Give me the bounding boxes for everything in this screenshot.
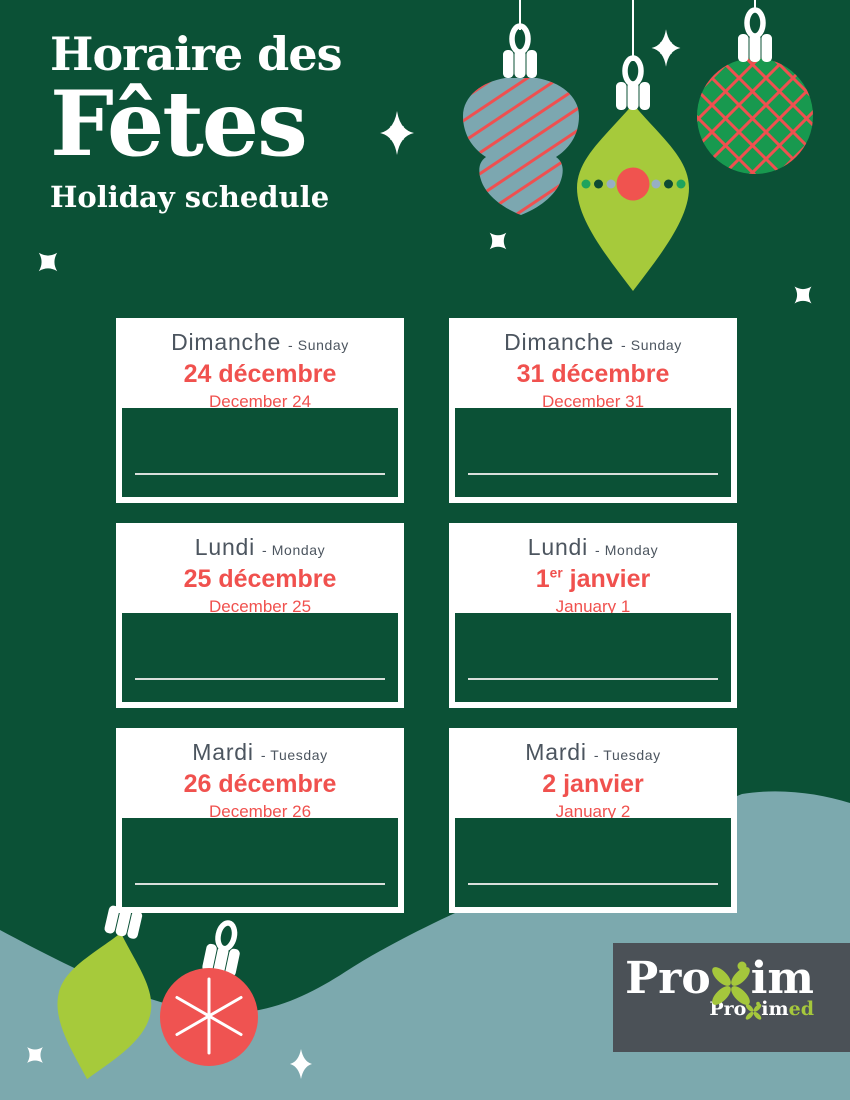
day-row: Lundi - Monday — [195, 534, 325, 561]
proxim-logo-box: Pro im Pro im ed — [613, 943, 850, 1052]
schedule-card-dec24: Dimanche - Sunday 24 décembre December 2… — [116, 318, 404, 503]
card-header: Dimanche - Sunday 31 décembre December 3… — [449, 318, 737, 411]
title-line-1: Horaire des — [50, 27, 343, 81]
day-name-fr: Mardi — [525, 739, 587, 765]
poster-title: Horaire des Fêtes Holiday schedule — [50, 27, 343, 215]
write-line — [468, 883, 718, 885]
date-en: December 31 — [541, 392, 645, 411]
date-fr: 26 décembre — [184, 770, 337, 799]
hours-panel — [455, 408, 731, 497]
day-name-en: - Sunday — [288, 337, 349, 353]
card-header: Lundi - Monday 25 décembre December 25 — [116, 523, 404, 616]
schedule-card-dec25: Lundi - Monday 25 décembre December 25 — [116, 523, 404, 708]
hours-panel — [122, 408, 398, 497]
sparkle-8pt-icon — [651, 29, 681, 67]
date-fr-main: 24 décembre — [183, 360, 337, 388]
sparkle-x-icon — [29, 243, 67, 281]
bauble-ball-red-snowflake-icon — [160, 920, 258, 1066]
snowflake-icon — [175, 977, 243, 1055]
day-name-fr: Dimanche — [171, 329, 282, 355]
title-subtitle: Holiday schedule — [50, 180, 330, 215]
day-row: Lundi - Monday — [528, 534, 658, 561]
petal-x-icon — [746, 1001, 762, 1020]
hours-panel — [122, 613, 398, 702]
card-header: Mardi - Tuesday 2 janvier January 2 — [449, 728, 737, 821]
write-line — [135, 883, 385, 885]
date-en: January 1 — [555, 597, 631, 616]
day-row: Dimanche - Sunday — [171, 329, 349, 356]
schedule-cards-grid: Dimanche - Sunday 24 décembre December 2… — [116, 318, 737, 913]
day-name-en: - Tuesday — [260, 747, 328, 763]
bauble-onion-striped-icon — [463, 0, 579, 215]
date-fr: 24 décembre — [184, 360, 337, 389]
day-name-fr: Dimanche — [504, 329, 615, 355]
day-name-fr: Mardi — [192, 739, 254, 765]
write-line — [135, 678, 385, 680]
date-fr: 31 décembre — [517, 360, 670, 389]
day-name-en: - Monday — [262, 542, 326, 558]
day-name-fr: Lundi — [527, 534, 589, 560]
bauble-drop-green-icon — [577, 58, 689, 291]
date-fr-main: 25 décembre — [183, 565, 337, 593]
title-line-2: Fêtes — [50, 71, 308, 178]
date-fr-main: 2 janvier — [542, 770, 644, 798]
date-fr: 25 décembre — [184, 565, 337, 594]
date-fr-main: 26 décembre — [183, 770, 337, 798]
card-header: Lundi - Monday 1er janvier January 1 — [449, 523, 737, 616]
sparkle-4pt-icon — [290, 1049, 312, 1079]
date-fr-rest: janvier — [562, 565, 651, 593]
logo-text-pro: Pro — [625, 953, 711, 1004]
write-line — [468, 473, 718, 475]
date-en: December 25 — [208, 597, 312, 616]
petal-x-icon — [711, 961, 750, 1005]
logo-sub-ed: ed — [788, 997, 814, 1020]
day-name-en: - Monday — [595, 542, 659, 558]
date-fr: 1er janvier — [536, 565, 650, 594]
schedule-card-dec26: Mardi - Tuesday 26 décembre December 26 — [116, 728, 404, 913]
schedule-card-jan2: Mardi - Tuesday 2 janvier January 2 — [449, 728, 737, 913]
ornament-strings — [519, 0, 756, 61]
write-line — [468, 678, 718, 680]
date-fr: 2 janvier — [542, 770, 643, 799]
date-fr-main: 31 décembre — [516, 360, 670, 388]
logo-sub-im: im — [761, 997, 789, 1020]
sparkle-x-icon — [481, 224, 515, 258]
day-name-en: - Sunday — [621, 337, 682, 353]
date-en: December 26 — [208, 802, 312, 821]
date-en: December 24 — [208, 392, 312, 411]
day-name-fr: Lundi — [194, 534, 256, 560]
hours-panel — [455, 818, 731, 907]
proxim-logo: Pro im — [613, 953, 850, 1005]
logo-text-im: im — [750, 953, 814, 1004]
date-fr-sup: er — [549, 565, 563, 581]
write-line — [135, 473, 385, 475]
hours-panel — [455, 613, 731, 702]
card-header: Dimanche - Sunday 24 décembre December 2… — [116, 318, 404, 411]
day-name-en: - Tuesday — [593, 747, 661, 763]
card-header: Mardi - Tuesday 26 décembre December 26 — [116, 728, 404, 821]
day-row: Mardi - Tuesday — [525, 739, 660, 766]
sparkle-x-icon — [786, 278, 820, 312]
day-row: Dimanche - Sunday — [504, 329, 682, 356]
day-row: Mardi - Tuesday — [192, 739, 327, 766]
date-en: January 2 — [555, 802, 631, 821]
sparkle-8pt-icon — [380, 111, 414, 155]
schedule-card-jan1: Lundi - Monday 1er janvier January 1 — [449, 523, 737, 708]
date-fr-main: 1 — [535, 565, 550, 593]
schedule-card-dec31: Dimanche - Sunday 31 décembre December 3… — [449, 318, 737, 503]
hours-panel — [122, 818, 398, 907]
